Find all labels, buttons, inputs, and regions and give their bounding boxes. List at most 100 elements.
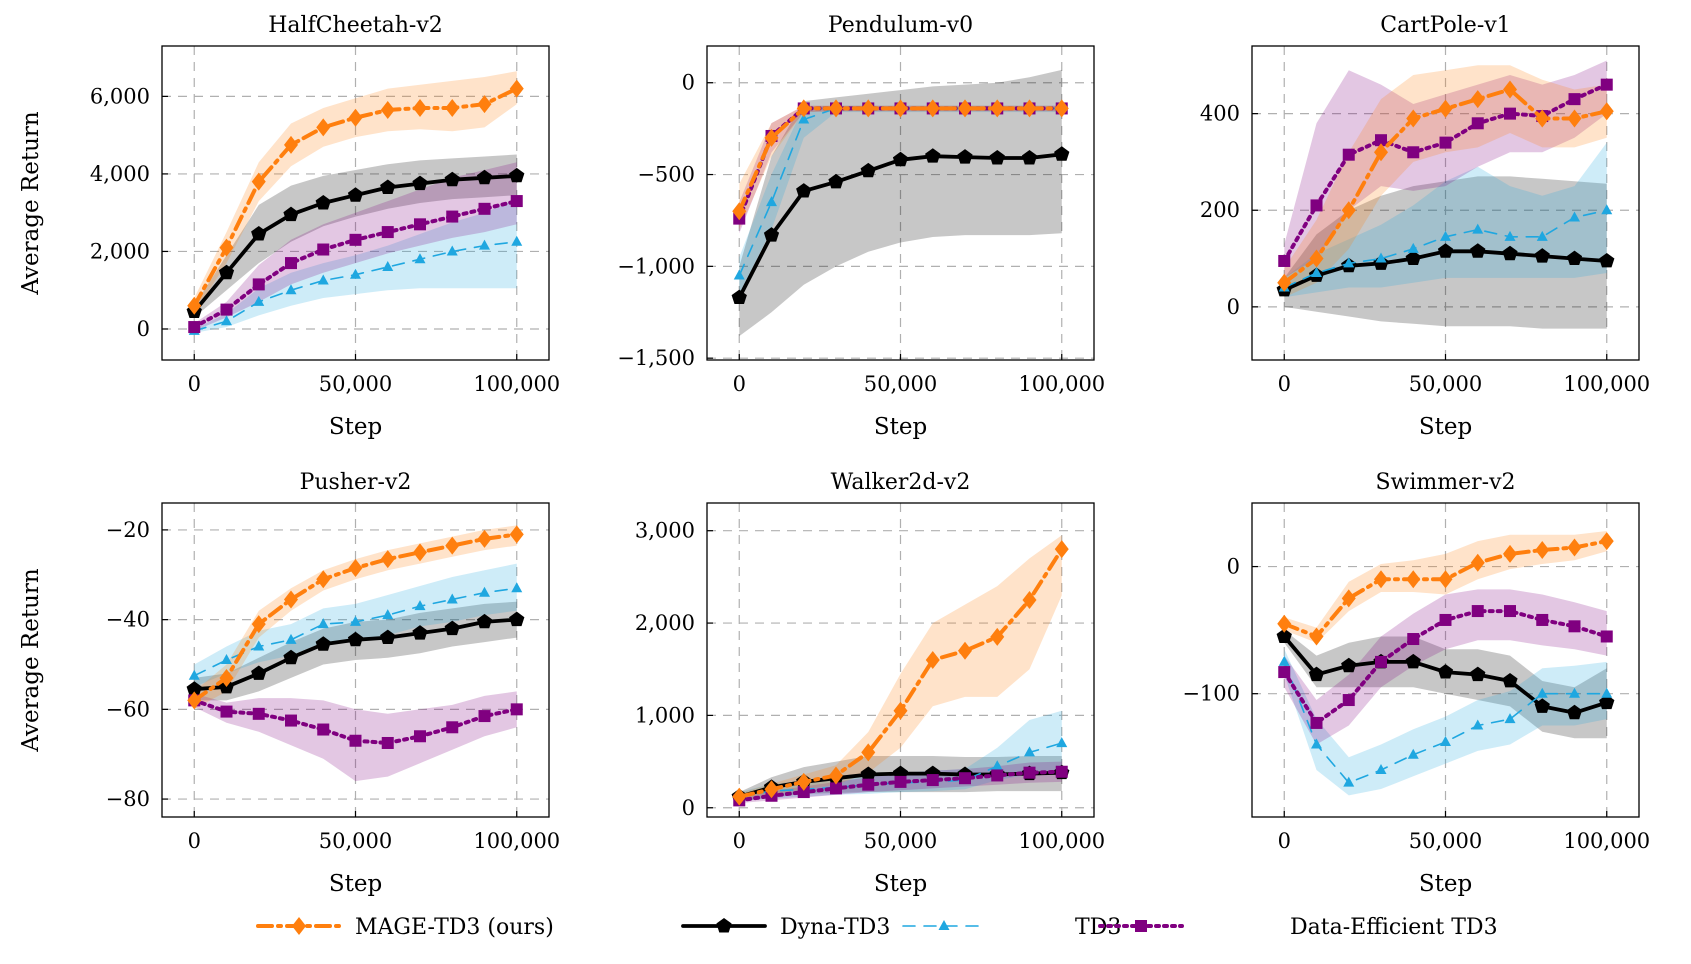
y-tick-label: 0 [1227, 555, 1240, 579]
data-point [1601, 687, 1613, 698]
legend-item: Dyna-TD3 [681, 915, 890, 940]
x-tick-label: 50,000 [1409, 372, 1482, 396]
x-tick-label: 0 [733, 829, 746, 853]
data-point [1405, 653, 1421, 669]
data-point [862, 778, 875, 791]
data-point [412, 625, 428, 640]
data-point [1375, 655, 1387, 668]
data-point [285, 257, 297, 270]
data-point [511, 582, 523, 593]
data-point [830, 782, 842, 795]
data-point [1504, 107, 1516, 120]
y-tick-label: −20 [106, 518, 150, 542]
data-point [991, 760, 1003, 771]
data-point [1374, 143, 1388, 162]
data-point [414, 600, 426, 611]
data-point [1055, 765, 1068, 778]
data-point [283, 649, 299, 665]
data-point [893, 99, 908, 118]
data-point [1407, 242, 1419, 253]
data-point [509, 611, 525, 627]
x-tick-label: 100,000 [473, 372, 560, 396]
x-tick-label: 50,000 [864, 372, 937, 396]
data-point [317, 243, 330, 256]
data-point [1278, 254, 1291, 267]
data-point [860, 162, 876, 178]
data-point [763, 227, 780, 242]
x-tick-label: 50,000 [319, 372, 392, 396]
data-point [1276, 628, 1292, 643]
data-point [991, 769, 1004, 782]
data-point [445, 536, 460, 555]
data-point [1471, 117, 1484, 130]
data-point [1535, 541, 1550, 560]
confidence-band [1284, 589, 1607, 745]
data-point [479, 239, 490, 250]
data-point [316, 118, 331, 137]
data-point [381, 736, 394, 749]
chart-panel: 0 50,000 100,000 −1,500 −1,000 −500 0 Pendulum-… [617, 13, 1105, 440]
y-tick-label: 400 [1200, 102, 1240, 126]
data-point [1569, 687, 1580, 698]
data-point [958, 99, 972, 118]
data-point [1022, 590, 1037, 609]
data-point [1308, 666, 1325, 682]
data-point [414, 253, 426, 264]
data-point [1599, 694, 1615, 710]
y-axis-label: Average Return [18, 568, 44, 753]
data-point [1503, 544, 1517, 563]
legend-label: Dyna-TD3 [780, 915, 890, 940]
legend-label: TD3 [1075, 915, 1121, 940]
data-point [315, 636, 331, 651]
data-point [1566, 704, 1583, 720]
data-point [894, 775, 907, 788]
data-point [349, 233, 362, 246]
data-point [1439, 613, 1452, 626]
data-point [958, 641, 972, 660]
data-point [766, 196, 777, 207]
data-point [251, 665, 267, 680]
data-point [1504, 230, 1516, 241]
data-point [733, 269, 745, 280]
data-point [219, 668, 234, 687]
data-point [1566, 250, 1583, 265]
data-point [284, 135, 298, 154]
legend-marker [938, 920, 950, 930]
x-tick-label: 0 [733, 372, 746, 396]
y-tick-label: −80 [106, 787, 150, 811]
data-point [509, 525, 524, 544]
x-axis-label: Step [874, 414, 927, 440]
data-point [1311, 738, 1322, 749]
data-point [219, 238, 234, 257]
data-point [1439, 136, 1452, 149]
data-point [283, 206, 299, 222]
y-tick-label: −500 [637, 163, 695, 187]
data-point [285, 284, 297, 295]
data-point [350, 615, 361, 626]
data-point [1502, 245, 1518, 261]
data-point [446, 593, 458, 604]
data-point [1600, 630, 1613, 643]
data-point [445, 99, 460, 118]
data-point [1309, 249, 1324, 268]
y-tick-label: 0 [682, 796, 695, 820]
data-point [380, 629, 396, 644]
data-point [1440, 735, 1451, 746]
data-point [446, 210, 459, 223]
data-point [1407, 633, 1420, 646]
x-tick-label: 0 [1278, 372, 1291, 396]
data-point [926, 774, 939, 787]
data-point [925, 148, 941, 163]
data-point [1407, 748, 1419, 759]
x-tick-label: 100,000 [1018, 829, 1105, 853]
data-point [1567, 538, 1582, 557]
data-point [1471, 605, 1484, 618]
plot-area [731, 69, 1070, 337]
x-tick-label: 50,000 [864, 829, 937, 853]
data-point [1535, 109, 1550, 128]
data-point [764, 780, 779, 799]
x-tick-label: 0 [188, 829, 201, 853]
data-point [382, 260, 394, 271]
data-point [509, 167, 525, 183]
